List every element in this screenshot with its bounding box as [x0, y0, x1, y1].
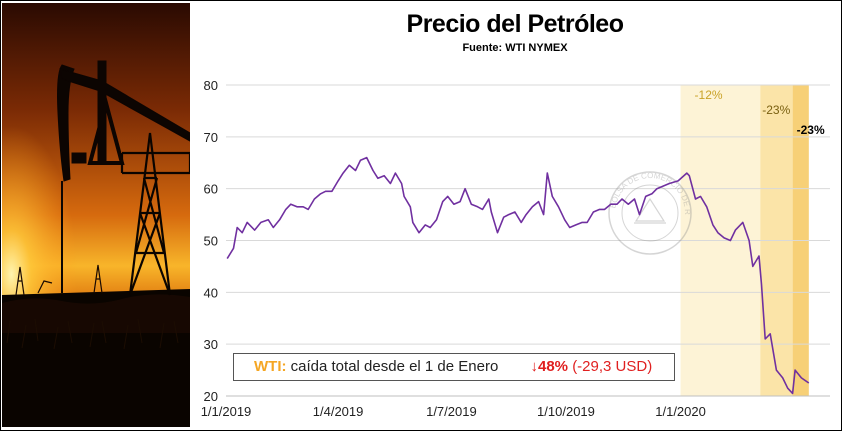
period-label-0: -12%: [695, 88, 723, 102]
oil-pump-photo: [2, 3, 190, 427]
x-axis-ticks: 1/1/2019 1/4/2019 1/7/2019 1/10/2019 1/1/202…: [201, 404, 706, 419]
period-label-1: -23%: [762, 103, 790, 117]
bolsa-watermark-seal: BOLSA DE COMERCIO DE ROSARIO: [608, 171, 692, 255]
gridlines: [226, 84, 830, 397]
y-axis-ticks: 20 30 40 50 60 70 80: [204, 78, 218, 404]
svg-text:BOLSA DE COMERCIO DE ROSARIO: BOLSA DE COMERCIO DE ROSARIO: [608, 171, 692, 215]
y-tick-40: 40: [204, 285, 218, 300]
summary-text: caída total desde el 1 de Enero: [290, 358, 499, 375]
y-tick-20: 20: [204, 389, 218, 404]
down-arrow-icon: ↓: [530, 358, 538, 375]
period-change-labels: -12% -23% -23%: [695, 88, 825, 137]
x-tick-3: 1/10/2019: [537, 404, 595, 419]
x-tick-4: 1/1/2020: [655, 404, 706, 419]
y-tick-30: 30: [204, 337, 218, 352]
x-tick-2: 1/7/2019: [426, 404, 477, 419]
period-label-2: -23%: [797, 123, 825, 137]
y-tick-50: 50: [204, 234, 218, 249]
wti-price-line: [226, 156, 810, 395]
y-tick-70: 70: [204, 130, 218, 145]
y-tick-60: 60: [204, 182, 218, 197]
chart-subtitle: Fuente: WTI NYMEX: [462, 42, 568, 54]
chart-title: Precio del Petróleo: [406, 10, 624, 38]
summary-change-pct: 48%: [537, 358, 569, 375]
x-tick-1: 1/4/2019: [313, 404, 364, 419]
x-tick-0: 1/1/2019: [201, 404, 252, 419]
summary-box: WTI: caída total desde el 1 de Enero ↓48…: [233, 353, 675, 381]
summary-name: WTI:: [254, 358, 287, 375]
summary-change-usd: (-29,3 USD): [572, 358, 653, 375]
y-tick-80: 80: [204, 78, 218, 93]
